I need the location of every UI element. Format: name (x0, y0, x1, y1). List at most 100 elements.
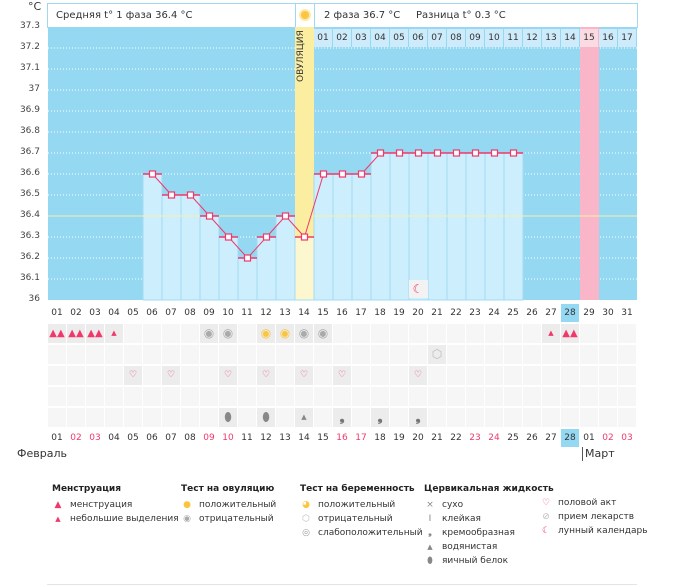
legend-item: водянистая (442, 542, 498, 552)
empty-cell (67, 366, 85, 385)
empty-cell (48, 366, 66, 385)
empty-cell (542, 387, 560, 406)
empty-cell (86, 345, 104, 364)
y-tick-label: 36.6 (19, 168, 40, 178)
empty-cell (86, 387, 104, 406)
temperature-point (490, 149, 499, 157)
event-cell[interactable]: ⬮ (257, 408, 275, 427)
cycle-day-label: 26 (526, 308, 538, 318)
empty-cell (219, 345, 237, 364)
negative-test-icon: ◉ (183, 514, 191, 524)
empty-cell (105, 366, 123, 385)
event-cell[interactable]: ⬮ (219, 408, 237, 427)
moon-cell (409, 280, 428, 298)
y-tick-label: 36.3 (19, 231, 40, 241)
calendar-date-label: 10 (222, 433, 234, 443)
y-tick-label: 36.7 (19, 147, 40, 157)
event-cell[interactable]: ♡ (162, 366, 180, 385)
y-tick-label: 37.3 (19, 21, 40, 31)
temperature-point (262, 233, 271, 241)
empty-cell (143, 387, 161, 406)
phase2-day-cell: 01 (314, 29, 332, 47)
temperature-bar (408, 152, 429, 301)
event-cell[interactable]: ♡ (124, 366, 142, 385)
moon-icon: ☾ (541, 526, 551, 536)
positive-test-icon: ● (183, 500, 191, 510)
event-cell[interactable]: ◉ (219, 324, 237, 343)
legend-menstruation: Менструация ▲ менструация ▲ небольшие выде… (52, 482, 179, 526)
empty-cell (67, 408, 85, 427)
event-cell[interactable]: ▲▲ (86, 324, 104, 343)
event-cell[interactable]: ⬡ (428, 345, 446, 364)
event-cell[interactable]: ♡ (333, 366, 351, 385)
temperature-point (205, 212, 214, 220)
event-cell[interactable]: ▲▲ (48, 324, 66, 343)
event-cell[interactable]: ♡ (409, 366, 427, 385)
empty-cell (67, 345, 85, 364)
watery-icon: ▲ (301, 413, 307, 421)
empty-cell (466, 345, 484, 364)
legend-item: положительный (199, 500, 277, 510)
event-cell[interactable]: ♡ (219, 366, 237, 385)
empty-cell (504, 345, 522, 364)
cycle-day-label: 12 (260, 308, 272, 318)
empty-cell (599, 345, 617, 364)
empty-cell (485, 324, 503, 343)
egg-white-icon: ⬮ (224, 410, 232, 424)
calendar-date-label: 01 (51, 433, 63, 443)
phase2-day-cell: 16 (599, 29, 617, 47)
temperature-point (300, 233, 309, 241)
month-label-february: Февраль (17, 447, 67, 460)
event-cell[interactable]: ❟ (333, 408, 351, 427)
temperature-line-segment (304, 173, 324, 238)
event-cell[interactable]: ♡ (295, 366, 313, 385)
event-cell[interactable]: ◉ (200, 324, 218, 343)
temperature-bar (446, 152, 467, 301)
cycle-day-label: 02 (70, 308, 82, 318)
empty-cell (390, 324, 408, 343)
event-cell[interactable]: ♡ (257, 366, 275, 385)
empty-cell (580, 345, 598, 364)
empty-cell (599, 366, 617, 385)
empty-cell (238, 324, 256, 343)
event-cell[interactable]: ◉ (257, 324, 275, 343)
heart-icon: ♡ (223, 370, 233, 380)
light-drop-icon: ▲ (55, 515, 61, 523)
event-cell[interactable]: ◉ (295, 324, 313, 343)
empty-cell (466, 366, 484, 385)
event-cell[interactable]: ❟ (409, 408, 427, 427)
event-cell[interactable]: ▲ (295, 408, 313, 427)
event-cell[interactable]: ▲▲ (67, 324, 85, 343)
event-cell[interactable]: ◉ (276, 324, 294, 343)
temperature-point (224, 233, 233, 241)
empty-cell (409, 387, 427, 406)
event-cell[interactable]: ▲ (542, 324, 560, 343)
temperature-point (471, 149, 480, 157)
event-cell[interactable]: ▲ (105, 324, 123, 343)
empty-cell (314, 387, 332, 406)
event-cell[interactable]: ◉ (314, 324, 332, 343)
heart-icon: ♡ (413, 370, 423, 380)
empty-cell (447, 345, 465, 364)
empty-cell (352, 366, 370, 385)
empty-cell (86, 408, 104, 427)
empty-cell (238, 408, 256, 427)
temperature-point (167, 191, 176, 199)
legend-title: Цервикальная жидкость (424, 484, 554, 494)
y-tick-label: 37 (28, 84, 40, 94)
month-label-march: Март (582, 447, 615, 461)
temperature-difference: Разница t° 0.3 °C (416, 10, 506, 21)
phase2-day-cell: 09 (466, 29, 484, 47)
menstruation-heavy-icon: ▲▲ (562, 328, 578, 339)
empty-cell (333, 345, 351, 364)
empty-cell (124, 324, 142, 343)
empty-cell (124, 345, 142, 364)
empty-cell (181, 324, 199, 343)
empty-cell (48, 387, 66, 406)
event-cell[interactable]: ❟ (371, 408, 389, 427)
event-cell[interactable]: ▲▲ (561, 324, 579, 343)
empty-cell (466, 324, 484, 343)
legend-item: отрицательный (199, 514, 274, 524)
empty-cell (523, 408, 541, 427)
